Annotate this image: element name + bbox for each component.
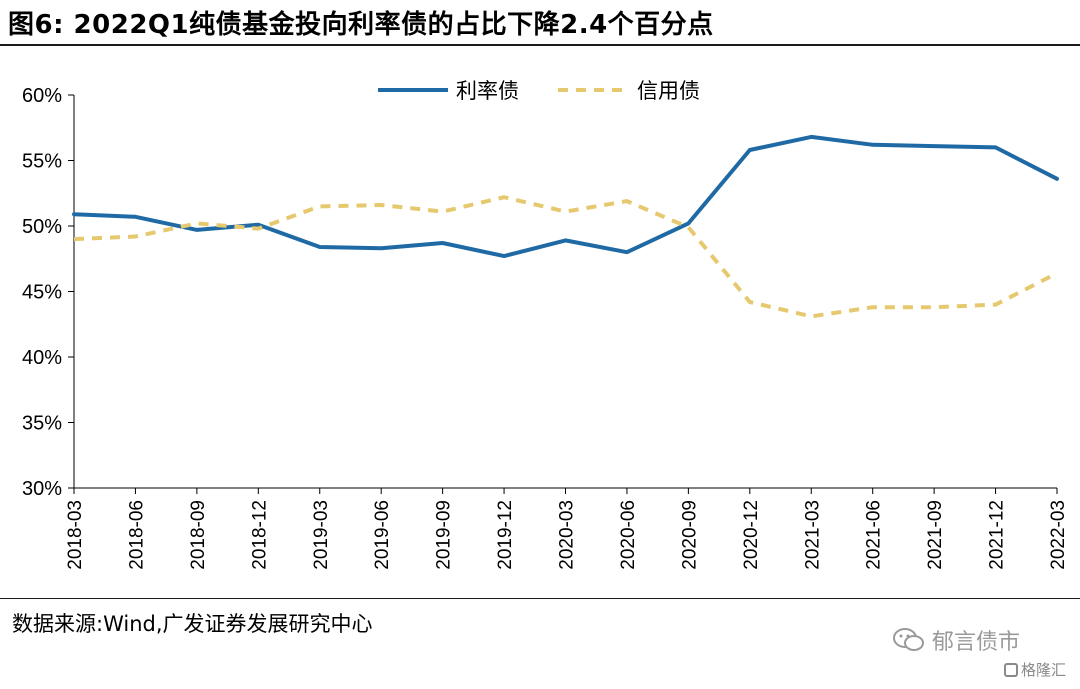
series-line-credit-bond (73, 195, 1058, 319)
brand-logo-icon (1004, 662, 1018, 677)
x-tick-label: 2018-12 (249, 500, 270, 570)
x-tick-label: 2019-09 (434, 500, 455, 570)
x-tick-label: 2020-06 (618, 500, 639, 570)
x-tick-label: 2021-09 (925, 500, 946, 570)
x-tick-label: 2020-09 (679, 500, 700, 570)
watermark-brand: 格隆汇 (1004, 659, 1066, 680)
x-tick-label: 2021-03 (802, 500, 823, 570)
legend-label: 信用债 (637, 80, 700, 103)
line-chart: 30% 35% 40% 45% 50% 55% 60% 2018-03 2018-06 2018-… (22, 80, 1069, 570)
x-tick-label: 2019-06 (372, 500, 393, 570)
series-line-rate-bond (72, 134, 1059, 259)
x-tick-label: 2019-03 (311, 500, 332, 570)
x-tick-label: 2021-12 (987, 500, 1008, 570)
watermark-brand-name: 格隆汇 (1021, 661, 1067, 679)
x-tick-label: 2022-03 (1048, 500, 1069, 570)
x-tick-label: 2021-06 (864, 500, 885, 570)
y-tick-label: 50% (22, 216, 62, 238)
chart-area: 30% 35% 40% 45% 50% 55% 60% 2018-03 2018-06 2018-… (0, 46, 1080, 598)
x-tick-label: 2019-12 (495, 500, 516, 570)
y-tick-label: 30% (22, 478, 62, 500)
legend-label: 利率债 (456, 80, 519, 103)
x-tick-label: 2020-12 (741, 500, 762, 570)
title-bar: 图6: 2022Q1纯债基金投向利率债的占比下降2.4个百分点 (0, 0, 1080, 46)
source-note: 数据来源:Wind,广发证券发展研究中心 (12, 612, 373, 636)
y-tick-label: 40% (22, 347, 62, 369)
y-tick-label: 45% (22, 282, 62, 304)
y-tick-label: 60% (22, 85, 62, 107)
x-tick-label: 2018-09 (188, 500, 209, 570)
y-tick-label: 35% (22, 413, 62, 435)
x-tick-label: 2018-03 (65, 500, 86, 570)
watermark-account-name: 郁言债市 (932, 630, 1021, 655)
y-tick-label: 55% (22, 151, 62, 173)
footer-divider (0, 598, 1080, 599)
chart-title: 图6: 2022Q1纯债基金投向利率债的占比下降2.4个百分点 (8, 10, 714, 40)
watermark-account: 郁言债市 (892, 624, 1020, 656)
x-tick-label: 2020-03 (557, 500, 578, 570)
wechat-icon (893, 628, 924, 651)
x-tick-label: 2018-06 (126, 500, 147, 570)
